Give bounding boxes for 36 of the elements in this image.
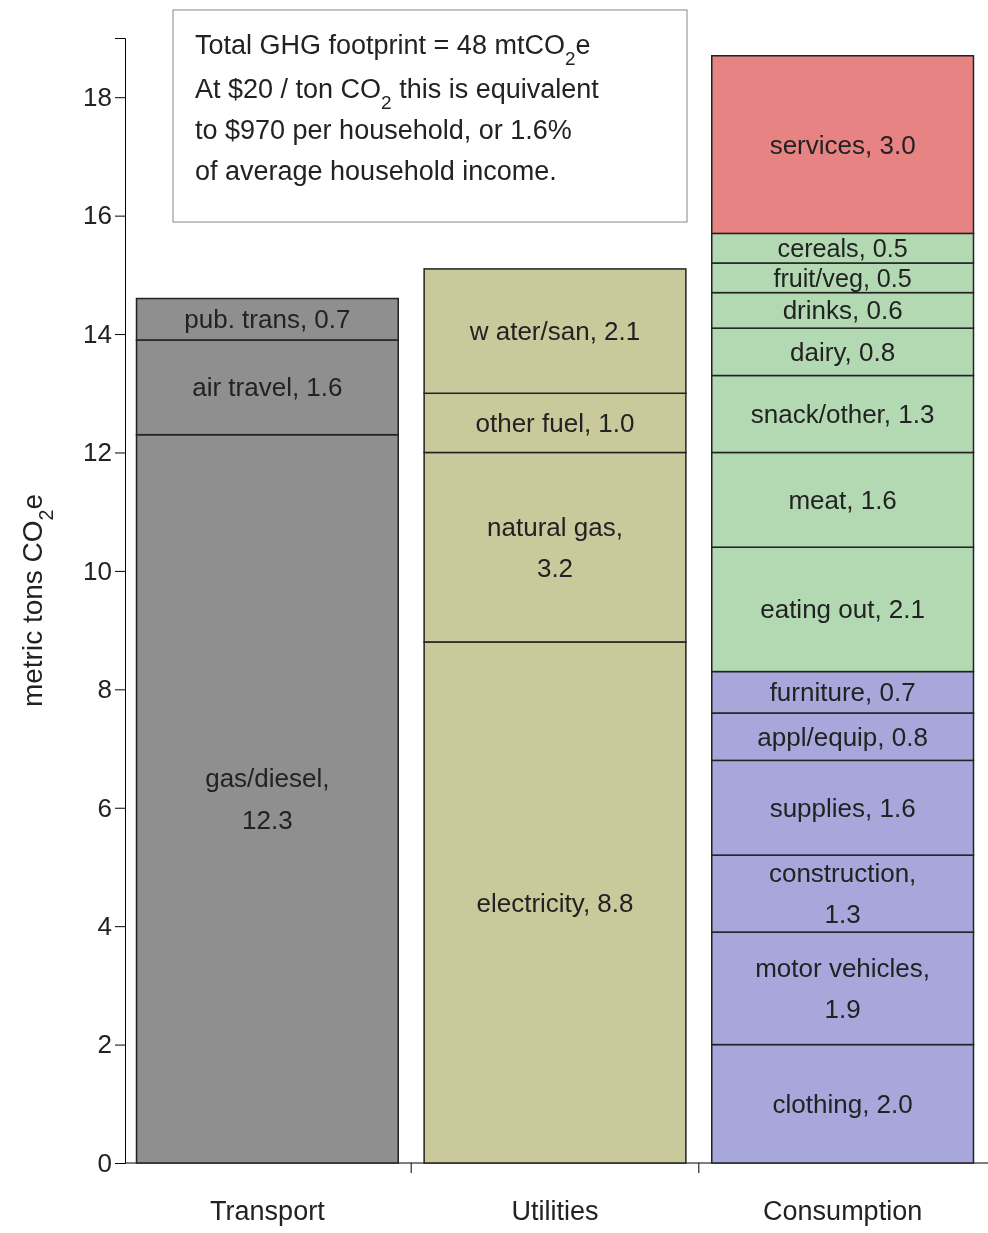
y-tick-label: 4 xyxy=(97,910,112,941)
annotation: Total GHG footprint = 48 mtCO$_{2}$e xyxy=(195,30,591,69)
data-label: pub. trans, 0.7 xyxy=(184,304,351,335)
data-label: electricity, 8.8 xyxy=(476,887,634,918)
data-label: air travel, 1.6 xyxy=(192,372,343,403)
data-label: fruit/veg, 0.5 xyxy=(773,263,912,292)
data-label: natural gas, 3.2 xyxy=(487,511,623,584)
data-label: meat, 1.6 xyxy=(788,484,897,515)
y-tick-label: 12 xyxy=(83,437,112,468)
data-label: gas/diesel, 12.3 xyxy=(205,763,330,835)
y-tick-label: 16 xyxy=(83,200,112,231)
x-tick-label: Utilities xyxy=(511,1196,599,1227)
y-tick-label: 2 xyxy=(97,1029,112,1060)
data-label: dairy, 0.8 xyxy=(790,336,896,367)
data-label: services, 3.0 xyxy=(769,129,916,160)
y-tick-label: 18 xyxy=(83,82,112,113)
data-label: w ater/san, 2.1 xyxy=(468,316,641,347)
data-label: supplies, 1.6 xyxy=(769,792,916,823)
data-label: furniture, 0.7 xyxy=(769,677,916,708)
data-label: snack/other, 1.3 xyxy=(750,399,935,430)
data-label: other fuel, 1.0 xyxy=(475,407,635,438)
data-label: drinks, 0.6 xyxy=(782,295,903,326)
data-label: appl/equip, 0.8 xyxy=(757,721,928,752)
y-tick-label: 14 xyxy=(83,318,112,349)
annotation: At $20 / ton CO$_{2}$ this is equivalent to $970 per household, or 1.6% of average household income. xyxy=(195,74,600,186)
data-label: cereals, 0.5 xyxy=(777,234,908,262)
x-tick-label: Transport xyxy=(210,1196,326,1227)
y-tick-label: 0 xyxy=(97,1147,112,1178)
data-label: motor vehicles, 1.9 xyxy=(755,952,931,1025)
x-tick-label: Consumption xyxy=(763,1196,923,1227)
y-tick-label: 10 xyxy=(83,555,112,586)
data-label: clothing, 2.0 xyxy=(772,1088,913,1119)
y-tick-label: 8 xyxy=(97,674,112,705)
data-label: eating out, 2.1 xyxy=(760,594,926,625)
data-label: construction, 1.3 xyxy=(768,857,917,930)
y-tick-label: 6 xyxy=(97,792,112,823)
